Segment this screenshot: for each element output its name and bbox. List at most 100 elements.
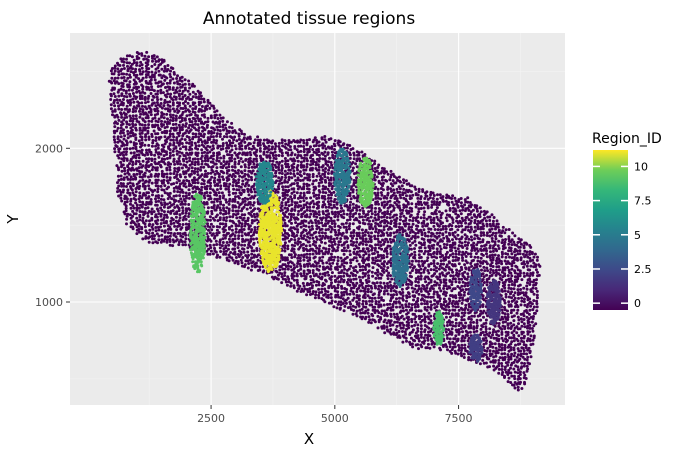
tissue-point — [215, 125, 219, 129]
tissue-point — [109, 107, 113, 111]
tissue-point — [283, 237, 287, 241]
tissue-point — [420, 249, 423, 253]
tissue-point — [248, 151, 252, 154]
tissue-point — [321, 152, 325, 156]
tissue-point — [432, 259, 436, 263]
tissue-point — [320, 221, 324, 225]
tissue-point — [181, 223, 185, 226]
tissue-point — [237, 188, 241, 192]
tissue-point — [417, 202, 421, 206]
tissue-point — [429, 227, 433, 231]
tissue-point — [355, 250, 359, 254]
tissue-point — [199, 188, 203, 192]
tissue-point — [305, 162, 309, 166]
tissue-point — [206, 180, 210, 184]
tissue-point — [130, 166, 134, 170]
tissue-point — [280, 141, 284, 145]
tissue-point — [196, 170, 199, 174]
tissue-point — [376, 243, 380, 247]
tissue-point — [129, 151, 133, 155]
tissue-point — [129, 134, 133, 138]
tissue-point — [215, 132, 219, 136]
tissue-point — [221, 222, 225, 226]
tissue-point — [111, 113, 114, 117]
tissue-point — [175, 138, 179, 142]
tissue-point — [315, 224, 319, 228]
tissue-point — [326, 163, 330, 167]
tissue-point — [379, 191, 383, 195]
tissue-point — [301, 178, 305, 182]
tissue-point — [290, 249, 294, 253]
tissue-point — [374, 213, 377, 217]
tissue-point — [181, 89, 185, 93]
tissue-point — [156, 146, 160, 150]
tissue-point — [168, 118, 172, 122]
tissue-point — [240, 213, 244, 217]
tissue-point — [129, 116, 133, 120]
tissue-point — [317, 150, 321, 154]
tissue-point — [162, 175, 166, 179]
tissue-point — [353, 218, 356, 222]
tissue-point — [135, 159, 138, 163]
tissue-point — [135, 206, 139, 210]
tissue-point — [502, 243, 506, 247]
tissue-point — [208, 231, 212, 235]
tissue-point — [311, 162, 315, 166]
tissue-point — [336, 246, 340, 249]
tissue-point — [124, 79, 128, 83]
tissue-point — [308, 178, 312, 182]
tissue-point — [174, 199, 178, 203]
tissue-point — [224, 182, 228, 186]
tissue-point — [301, 221, 305, 225]
tissue-point — [358, 208, 362, 212]
tissue-point — [366, 270, 370, 274]
tissue-point — [515, 243, 519, 247]
tissue-point — [321, 261, 325, 265]
tissue-point — [447, 203, 451, 207]
tissue-point — [138, 194, 142, 198]
tissue-point — [317, 252, 321, 255]
tissue-point — [358, 275, 361, 279]
tissue-point — [456, 233, 460, 237]
tissue-point — [249, 230, 253, 234]
tissue-point — [421, 190, 425, 193]
tissue-point — [254, 157, 258, 161]
tissue-point — [165, 112, 169, 116]
tissue-point — [134, 187, 138, 191]
tissue-point — [463, 228, 467, 232]
tissue-point — [225, 132, 229, 136]
tissue-point — [286, 190, 290, 194]
tissue-point — [397, 225, 401, 229]
tissue-point — [511, 231, 515, 235]
tissue-point — [340, 263, 344, 266]
tissue-point — [336, 233, 340, 237]
tissue-point — [329, 199, 333, 203]
tissue-point — [503, 240, 507, 244]
tissue-point — [174, 114, 178, 118]
tissue-point — [379, 171, 383, 175]
tissue-point — [323, 197, 327, 201]
tissue-point — [315, 246, 319, 250]
tissue-point — [222, 233, 226, 237]
tissue-point — [256, 207, 260, 211]
tissue-point — [358, 255, 362, 259]
tissue-point — [478, 221, 482, 225]
tissue-point — [402, 206, 406, 209]
tissue-point — [307, 175, 311, 179]
tissue-point — [213, 180, 216, 184]
tissue-point — [174, 97, 178, 101]
tissue-point — [317, 172, 321, 175]
tissue-point — [307, 191, 311, 194]
tissue-point — [367, 274, 370, 278]
tissue-point — [397, 200, 401, 204]
tissue-point — [294, 178, 298, 182]
tissue-point — [340, 206, 343, 210]
tissue-point — [302, 242, 305, 246]
tissue-point — [362, 261, 366, 265]
tissue-point — [355, 176, 358, 180]
tissue-point — [435, 206, 439, 210]
tissue-point — [478, 264, 482, 268]
tissue-point — [326, 172, 330, 175]
tissue-point — [331, 249, 335, 253]
tissue-point — [124, 112, 128, 116]
